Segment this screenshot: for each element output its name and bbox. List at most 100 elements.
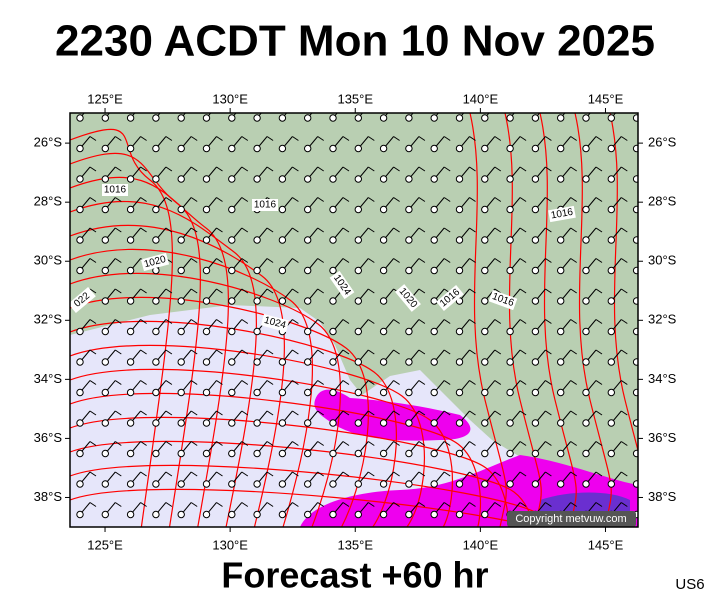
station (607, 266, 615, 275)
barb-flag (292, 288, 299, 294)
station (354, 297, 362, 305)
barb-flag (241, 349, 249, 355)
station (304, 480, 312, 488)
barb-flag (443, 349, 451, 355)
barb-flag (443, 502, 451, 507)
barb-flag (570, 349, 577, 355)
barb-flag (368, 471, 375, 477)
station (329, 297, 337, 305)
barb-flag (191, 106, 197, 110)
barb-flag (292, 197, 299, 202)
barb-flag (595, 349, 603, 355)
station (228, 480, 236, 488)
station (455, 419, 464, 427)
station (253, 114, 261, 122)
station (152, 510, 160, 519)
barb-flag (140, 166, 147, 172)
station (126, 297, 135, 305)
station (379, 144, 388, 153)
barb-flag (190, 349, 198, 355)
barb-flag (241, 441, 249, 446)
barb-flag (317, 410, 324, 416)
barb-flag (393, 380, 400, 385)
barb-flag (216, 197, 223, 202)
station (607, 144, 615, 153)
isobar-label-box (436, 285, 464, 311)
barb-flag (89, 227, 97, 233)
barb-flag (140, 136, 147, 141)
barb-flag (570, 471, 577, 477)
barb-flag (266, 227, 274, 233)
barb-flag (595, 166, 603, 172)
station (379, 205, 388, 214)
station (506, 114, 514, 122)
lon-tick-label: 140°E (463, 91, 499, 106)
barb-flag (190, 410, 198, 416)
barb-flag (545, 319, 552, 324)
barb-flag (494, 166, 502, 172)
copyright: Copyright metvuw.com (515, 513, 626, 525)
station (607, 327, 615, 336)
barb-flag (89, 197, 97, 202)
station (177, 388, 185, 397)
station (481, 297, 489, 305)
lon-tick-label: 125°E (87, 537, 123, 552)
station (557, 144, 565, 153)
isobar-label-box (140, 252, 170, 272)
barb-flag (190, 319, 198, 324)
barb-flag (570, 441, 577, 446)
barb-flag (443, 319, 451, 324)
station (126, 327, 135, 336)
station (228, 388, 236, 397)
station (557, 114, 565, 122)
station (531, 144, 540, 153)
barb-flag (190, 227, 198, 233)
station (557, 266, 565, 275)
barb-flag (190, 380, 198, 385)
barb-flag (545, 197, 552, 202)
barb-flag (241, 136, 249, 141)
barb-flag (267, 106, 273, 110)
station (481, 327, 489, 336)
lon-tick-label: 130°E (212, 91, 248, 106)
station (632, 144, 638, 153)
station (101, 144, 110, 153)
station (607, 388, 615, 397)
lat-tick-label: 38°S (34, 489, 63, 504)
barb-flag (292, 471, 299, 477)
isobar (70, 464, 553, 527)
barb-flag (292, 502, 299, 507)
barb-flag (519, 197, 527, 202)
isobar (70, 344, 425, 527)
barb-flag (545, 166, 552, 172)
barb-flag (317, 227, 324, 233)
station (278, 175, 287, 183)
isobar (70, 416, 509, 527)
isobars (70, 113, 638, 527)
barb-flag (621, 471, 628, 477)
station (582, 327, 590, 336)
barb-flag (571, 106, 577, 110)
station (481, 480, 489, 488)
barb-flag (621, 227, 628, 233)
barb-flag (647, 472, 653, 476)
station (126, 358, 135, 366)
isobar (70, 200, 257, 527)
station (202, 175, 211, 183)
isobar-label: 1016 (548, 205, 576, 223)
station (455, 114, 464, 122)
barb-flag (393, 441, 400, 446)
barb-flag (241, 502, 249, 507)
station (557, 236, 565, 244)
barb-flag (595, 441, 603, 446)
station (228, 419, 236, 427)
axis-ticks: 125°E 125°E 130°E 130°E 135°E 135°E 140°E 140°E… (34, 91, 677, 552)
barb-flag (494, 319, 502, 324)
station (632, 388, 638, 397)
copyright-box (507, 511, 636, 527)
isobar (70, 392, 481, 527)
barb-flag (190, 136, 198, 141)
lat-tick-label: 28°S (648, 194, 677, 209)
station (329, 266, 337, 275)
barb-flag (494, 258, 502, 263)
